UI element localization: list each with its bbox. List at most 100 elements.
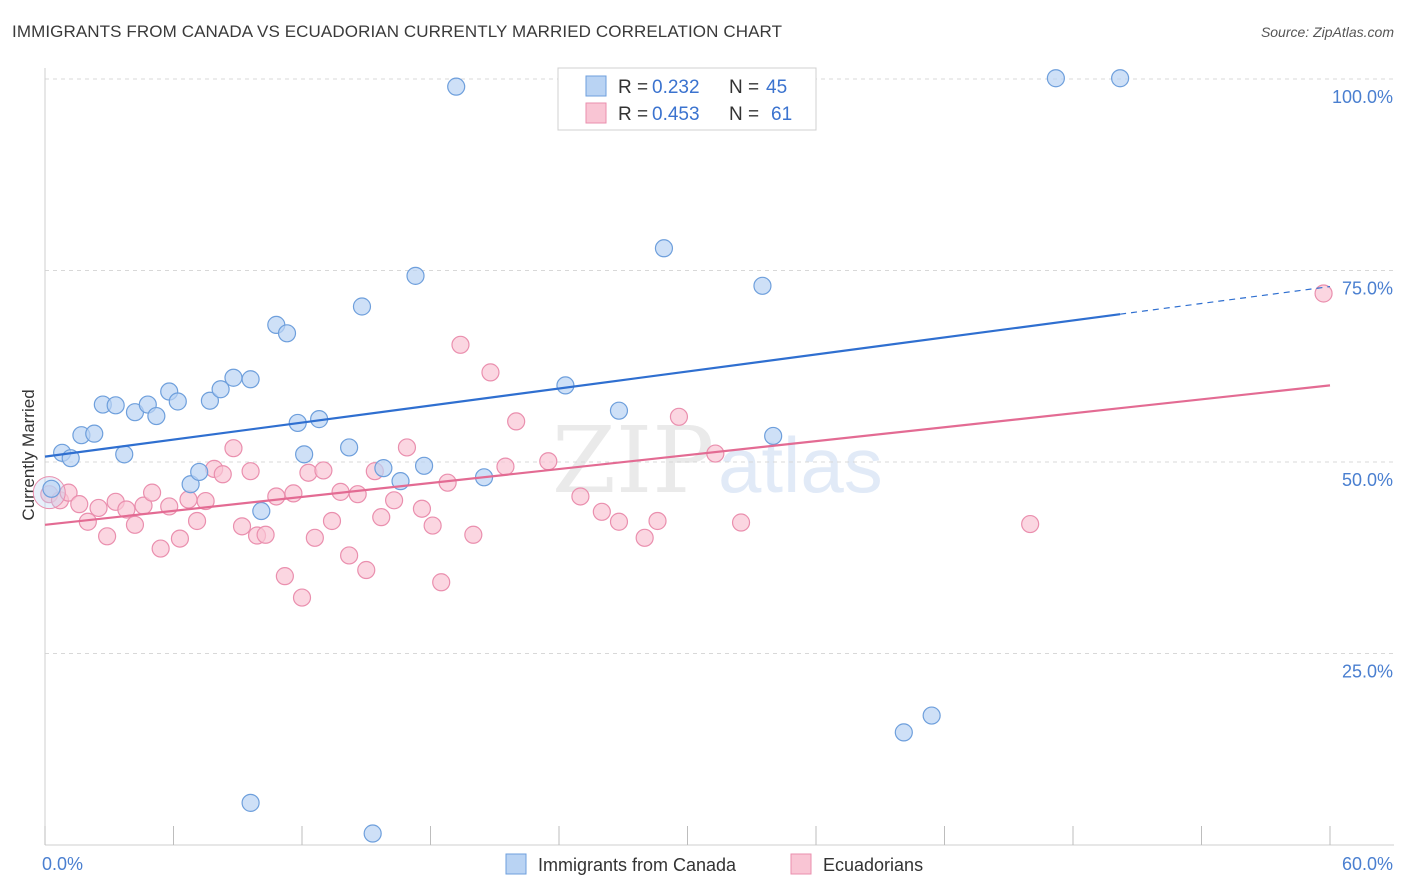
ecuadorian-point — [731, 513, 751, 532]
canada-point — [115, 445, 134, 464]
ecuadorian-point — [609, 512, 629, 531]
stats-r-value-ecuadorians: 0.453 — [652, 104, 700, 125]
canada-point — [894, 723, 913, 742]
x-tick-label: 0.0% — [42, 854, 83, 874]
ecuadorian-point — [357, 560, 376, 580]
ecuadorian-point — [232, 517, 252, 536]
y-tick-label: 50.0% — [1342, 470, 1393, 490]
ecuadorian-point — [423, 516, 442, 535]
ecuadorian-point — [267, 487, 286, 506]
stats-r-value-canada: 0.232 — [652, 77, 700, 98]
legend-label-ecuadorians: Ecuadorians — [823, 855, 923, 875]
ecuadorian-point — [1314, 284, 1333, 303]
ecuadorian-point — [224, 439, 243, 458]
canada-point — [241, 370, 260, 389]
canada-trend-extension — [1120, 285, 1331, 315]
ecuadorian-point — [348, 485, 367, 504]
canada-point — [168, 392, 187, 411]
canada-point — [340, 438, 359, 457]
canada-point — [224, 368, 243, 387]
canada-point — [414, 456, 434, 475]
ecuadorian-point — [179, 490, 198, 509]
canada-point — [1111, 69, 1130, 88]
canada-point — [609, 401, 629, 420]
ecuadorian-point — [648, 511, 667, 531]
stats-swatch-canada — [585, 75, 607, 97]
canada-point — [556, 376, 575, 395]
ecuadorian-point — [170, 529, 190, 548]
canada-point — [295, 445, 314, 464]
legend: Immigrants from Canada Ecuadorians — [505, 853, 923, 875]
ecuadorian-point — [412, 499, 432, 518]
ecuadorian-point — [125, 515, 145, 534]
canada-point — [85, 424, 104, 443]
stats-n-label-ecuadorians: N = — [729, 104, 759, 125]
trend-lines — [44, 285, 1331, 526]
ecuadorian-point — [451, 335, 470, 354]
canada-point — [147, 406, 166, 426]
stats-n-label-canada: N = — [729, 77, 759, 98]
ecuadorian-point — [292, 588, 312, 607]
stats-r-label-canada: R = — [618, 77, 648, 98]
ecuadorian-point — [635, 528, 654, 547]
ecuadorian-point — [496, 457, 515, 476]
canada-point — [211, 380, 230, 399]
ecuadorian-point — [592, 502, 611, 521]
ecuadorian-point — [196, 491, 215, 511]
ecuadorian-point — [481, 363, 500, 382]
y-tick-label: 25.0% — [1342, 662, 1393, 682]
canada-point — [352, 297, 372, 316]
ecuadorian-point — [98, 527, 117, 546]
ecuadorian-point — [70, 495, 89, 514]
canada-point — [190, 462, 209, 482]
canada-point — [654, 239, 674, 258]
ecuadorian-point — [507, 412, 526, 431]
source-credit: Source: ZipAtlas.com — [1260, 24, 1394, 40]
ecuadorian-point — [384, 491, 404, 510]
x-tick-label: 60.0% — [1342, 854, 1393, 874]
ecuadorian-point — [89, 498, 108, 518]
ecuadorian-point — [256, 525, 275, 544]
ecuadorian-point — [187, 511, 207, 531]
canada-point — [447, 77, 466, 96]
canada-point — [277, 324, 297, 343]
stats-swatch-ecuadorians — [585, 102, 607, 124]
ecuadorian-point — [539, 452, 558, 471]
canada-point — [241, 793, 260, 812]
stats-n-value-ecuadorians: 61 — [771, 104, 792, 125]
y-tick-label: 100.0% — [1332, 87, 1393, 107]
ecuadorian-point — [213, 465, 232, 484]
ecuadorian-point — [299, 463, 318, 482]
stats-r-label-ecuadorians: R = — [618, 104, 648, 125]
watermark-atlas: atlas — [718, 421, 883, 509]
ecuadorian-point — [432, 573, 451, 592]
ecuadorian-point — [142, 483, 162, 502]
y-tick-label: 75.0% — [1342, 279, 1393, 299]
canada-point — [42, 479, 61, 498]
canada-point — [753, 276, 772, 295]
ecuadorian-point — [151, 539, 170, 558]
canada-point — [252, 501, 271, 521]
legend-swatch-ecuadorians — [790, 853, 812, 875]
canada-points — [42, 68, 1130, 843]
ecuadorian-point — [571, 487, 590, 506]
canada-point — [1046, 69, 1065, 88]
ecuadorians-trend-line — [44, 384, 1331, 526]
ecuadorian-point — [117, 500, 136, 519]
y-tick-labels: 25.0% 50.0% 75.0% 100.0% — [1332, 87, 1393, 682]
canada-point — [363, 824, 382, 843]
canada-point — [922, 706, 941, 725]
ecuadorian-point — [372, 508, 391, 527]
ecuadorian-point — [669, 407, 689, 426]
canada-point — [764, 426, 783, 446]
stats-n-value-canada: 45 — [766, 77, 787, 98]
legend-label-canada: Immigrants from Canada — [538, 855, 737, 875]
x-tick-labels: 0.0% 60.0% — [42, 854, 1393, 874]
ecuadorian-point — [322, 511, 342, 531]
ecuadorian-point — [241, 462, 260, 481]
stats-box: R = 0.232 N = 45 R = 0.453 N = 61 — [557, 67, 817, 131]
ecuadorian-point — [275, 567, 294, 586]
ecuadorian-point — [340, 546, 359, 565]
ecuadorian-point — [464, 525, 483, 544]
